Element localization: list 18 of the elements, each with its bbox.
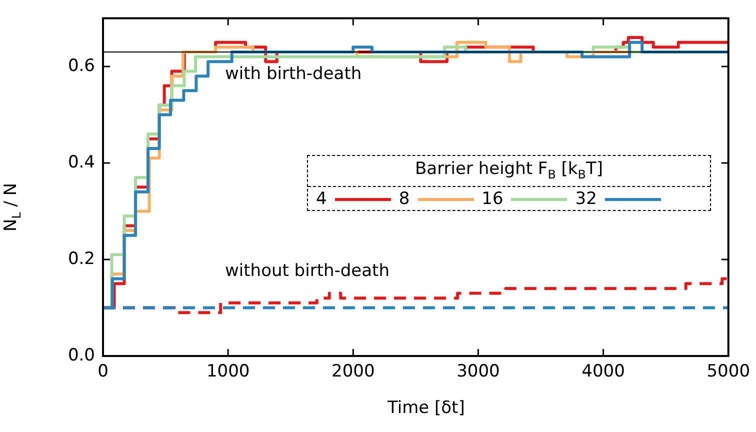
legend-title: Barrier height F$_{B}$ [k$_{B}$T] [414,159,604,182]
y-tick-label: 0.0 [68,345,95,366]
x-tick-label: 1000 [206,362,250,382]
x-tick-label: 4000 [582,362,625,382]
x-tick-label: 0 [98,362,108,382]
y-tick-label: 0.6 [68,56,95,76]
x-axis-title: Time [δt] [388,398,465,418]
annotation: with birth-death [225,64,362,84]
legend-label: 4 [316,189,327,209]
x-tick-label: 3000 [456,362,500,382]
y-tick-label: 0.4 [68,152,95,172]
y-tick-label: 0.2 [68,248,95,269]
legend-label: 32 [575,189,597,209]
legend-label: 8 [398,189,410,209]
x-tick-label: 2000 [332,362,375,382]
legend-label: 16 [482,189,504,209]
x-tick-label: 5000 [706,362,750,382]
annotation: without birth-death [225,261,390,281]
